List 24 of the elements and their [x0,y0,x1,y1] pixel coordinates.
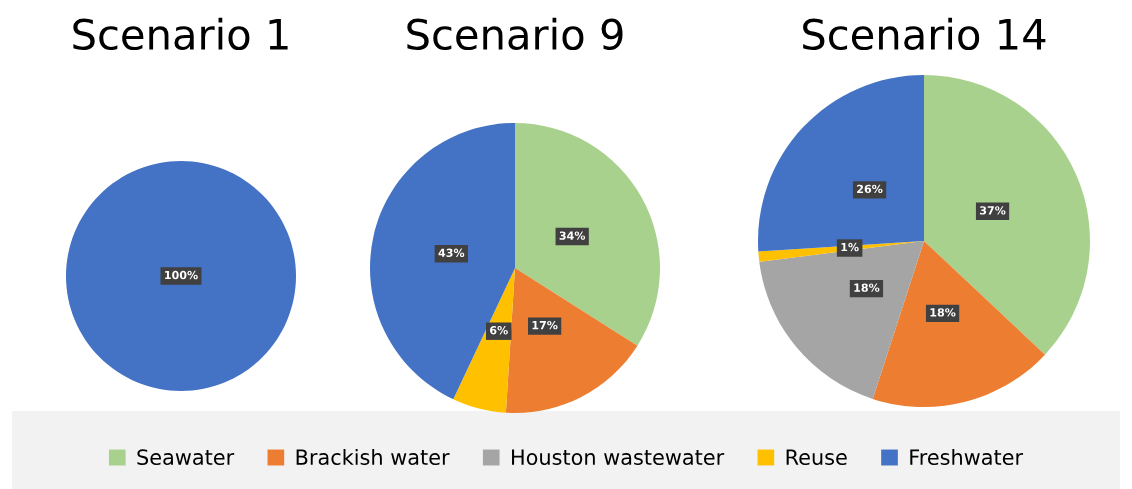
pie-slice [515,123,660,346]
legend-label: Houston wastewater [512,449,725,466]
legend-label: Brackish water [296,448,450,466]
legend-label: Seawater [137,449,235,466]
data-label: 6% [490,326,508,335]
chart-title: Scenario 14 [803,17,1046,51]
data-label: 18% [854,283,880,292]
data-label: 100% [165,270,198,280]
pie-slice [370,123,515,400]
data-label: 1% [841,242,859,252]
pie-slice [453,268,515,413]
data-label: 34% [559,231,586,240]
pie-slice [924,75,1090,355]
chart-title: Scenario 1 [73,17,288,51]
legend-label: Reuse [786,449,847,466]
chart-title: Scenario 9 [407,17,623,51]
legend-label: Freshwater [910,448,1024,466]
data-label: 18% [930,308,956,317]
data-label: 17% [532,320,558,330]
data-label: 26% [857,184,883,194]
data-label: 43% [438,248,465,257]
data-label: 37% [980,206,1006,215]
pie-slice [759,241,924,399]
pie-slice [758,75,924,252]
